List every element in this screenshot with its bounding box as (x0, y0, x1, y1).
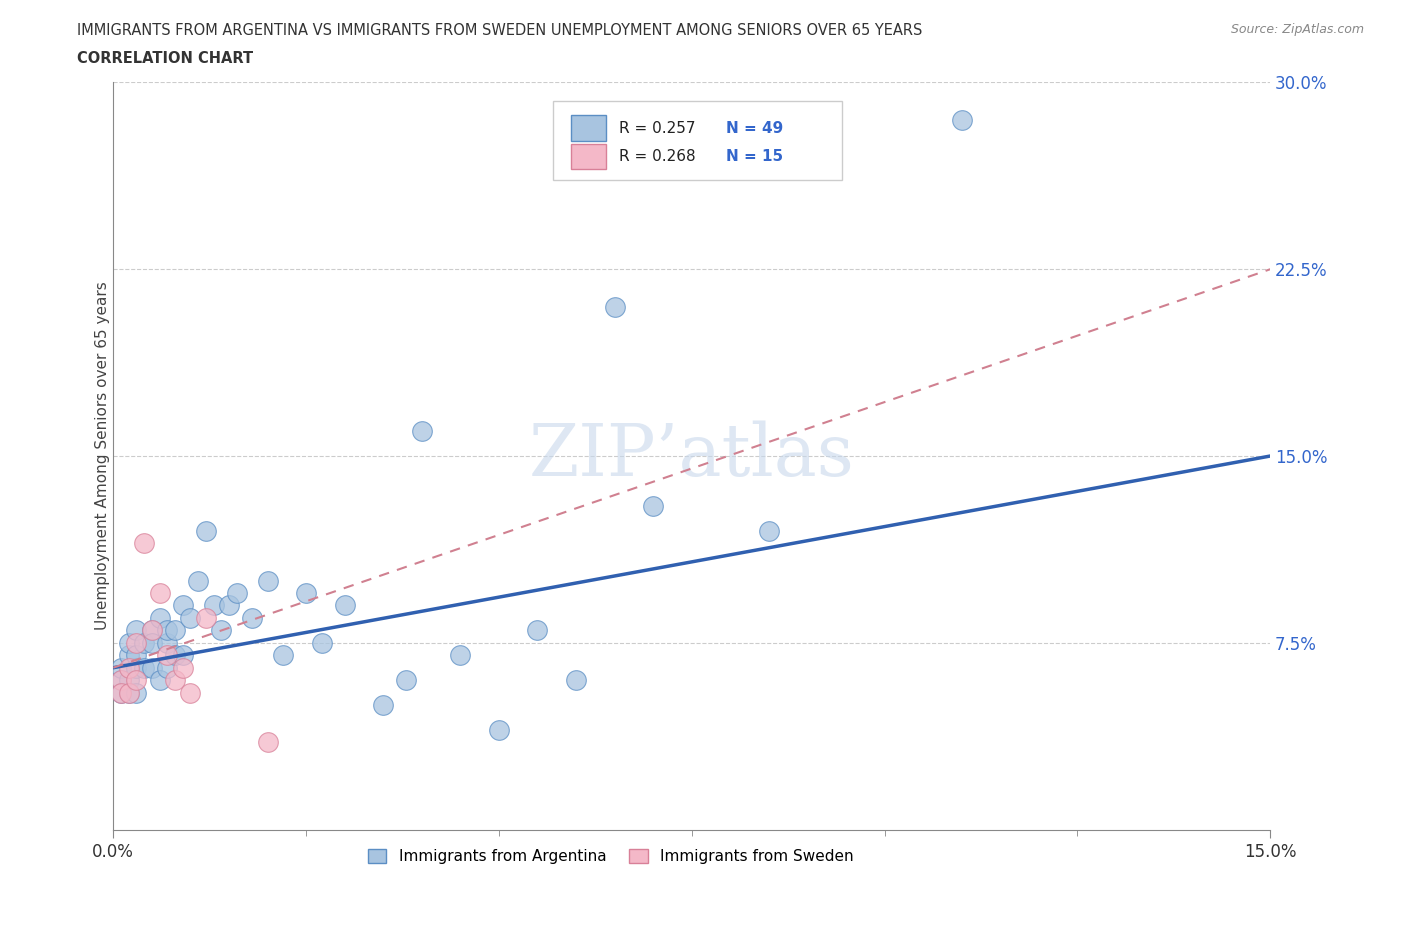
Point (202, 598, 225, 613)
Point (526, 623, 548, 638)
FancyBboxPatch shape (571, 144, 606, 169)
Point (411, 424, 433, 439)
Point (240, 610, 263, 625)
Point (256, 735, 278, 750)
Point (118, 685, 141, 700)
Point (758, 524, 780, 538)
Point (172, 660, 194, 675)
Point (950, 113, 973, 127)
Point (118, 635, 141, 650)
Text: N = 15: N = 15 (727, 149, 783, 164)
Point (110, 685, 132, 700)
Point (209, 623, 232, 638)
Point (488, 723, 510, 737)
Point (125, 648, 148, 663)
Text: N = 49: N = 49 (727, 121, 783, 136)
Point (163, 623, 186, 638)
Point (172, 648, 194, 663)
Point (449, 648, 471, 663)
Point (179, 685, 201, 700)
Point (118, 672, 141, 687)
Point (110, 672, 132, 687)
Point (125, 660, 148, 675)
Point (311, 635, 333, 650)
Point (271, 648, 294, 663)
Point (179, 610, 201, 625)
Point (141, 623, 163, 638)
Legend: Immigrants from Argentina, Immigrants from Sweden: Immigrants from Argentina, Immigrants fr… (361, 844, 859, 870)
Text: CORRELATION CHART: CORRELATION CHART (77, 51, 253, 66)
Point (194, 524, 217, 538)
Text: IMMIGRANTS FROM ARGENTINA VS IMMIGRANTS FROM SWEDEN UNEMPLOYMENT AMONG SENIORS O: IMMIGRANTS FROM ARGENTINA VS IMMIGRANTS … (77, 23, 922, 38)
Point (148, 610, 170, 625)
Point (125, 672, 148, 687)
Point (194, 610, 217, 625)
Point (163, 672, 186, 687)
Point (225, 586, 247, 601)
Point (125, 685, 148, 700)
Text: R = 0.257: R = 0.257 (619, 121, 696, 136)
Point (134, 536, 156, 551)
Point (125, 635, 148, 650)
Point (373, 698, 395, 712)
Point (148, 586, 170, 601)
Point (110, 672, 132, 687)
Point (603, 299, 626, 314)
Point (295, 586, 318, 601)
Point (172, 598, 194, 613)
Point (118, 648, 141, 663)
Point (187, 573, 209, 588)
FancyBboxPatch shape (553, 101, 842, 179)
Point (134, 660, 156, 675)
Point (156, 660, 179, 675)
Text: ZIP’atlas: ZIP’atlas (529, 420, 855, 491)
Y-axis label: Unemployment Among Seniors over 65 years: Unemployment Among Seniors over 65 years (94, 282, 110, 631)
Point (218, 598, 240, 613)
Point (156, 623, 179, 638)
Point (156, 635, 179, 650)
Point (395, 672, 418, 687)
Text: Source: ZipAtlas.com: Source: ZipAtlas.com (1230, 23, 1364, 36)
Point (110, 660, 132, 675)
Point (141, 623, 163, 638)
FancyBboxPatch shape (571, 115, 606, 140)
Point (156, 648, 179, 663)
Point (148, 672, 170, 687)
Point (163, 648, 186, 663)
Point (256, 573, 278, 588)
Point (134, 635, 156, 650)
Point (565, 672, 588, 687)
Point (110, 685, 132, 700)
Text: R = 0.268: R = 0.268 (619, 149, 696, 164)
Point (333, 598, 356, 613)
Point (118, 685, 141, 700)
Point (118, 660, 141, 675)
Point (141, 660, 163, 675)
Point (125, 623, 148, 638)
Point (141, 635, 163, 650)
Point (643, 498, 665, 513)
